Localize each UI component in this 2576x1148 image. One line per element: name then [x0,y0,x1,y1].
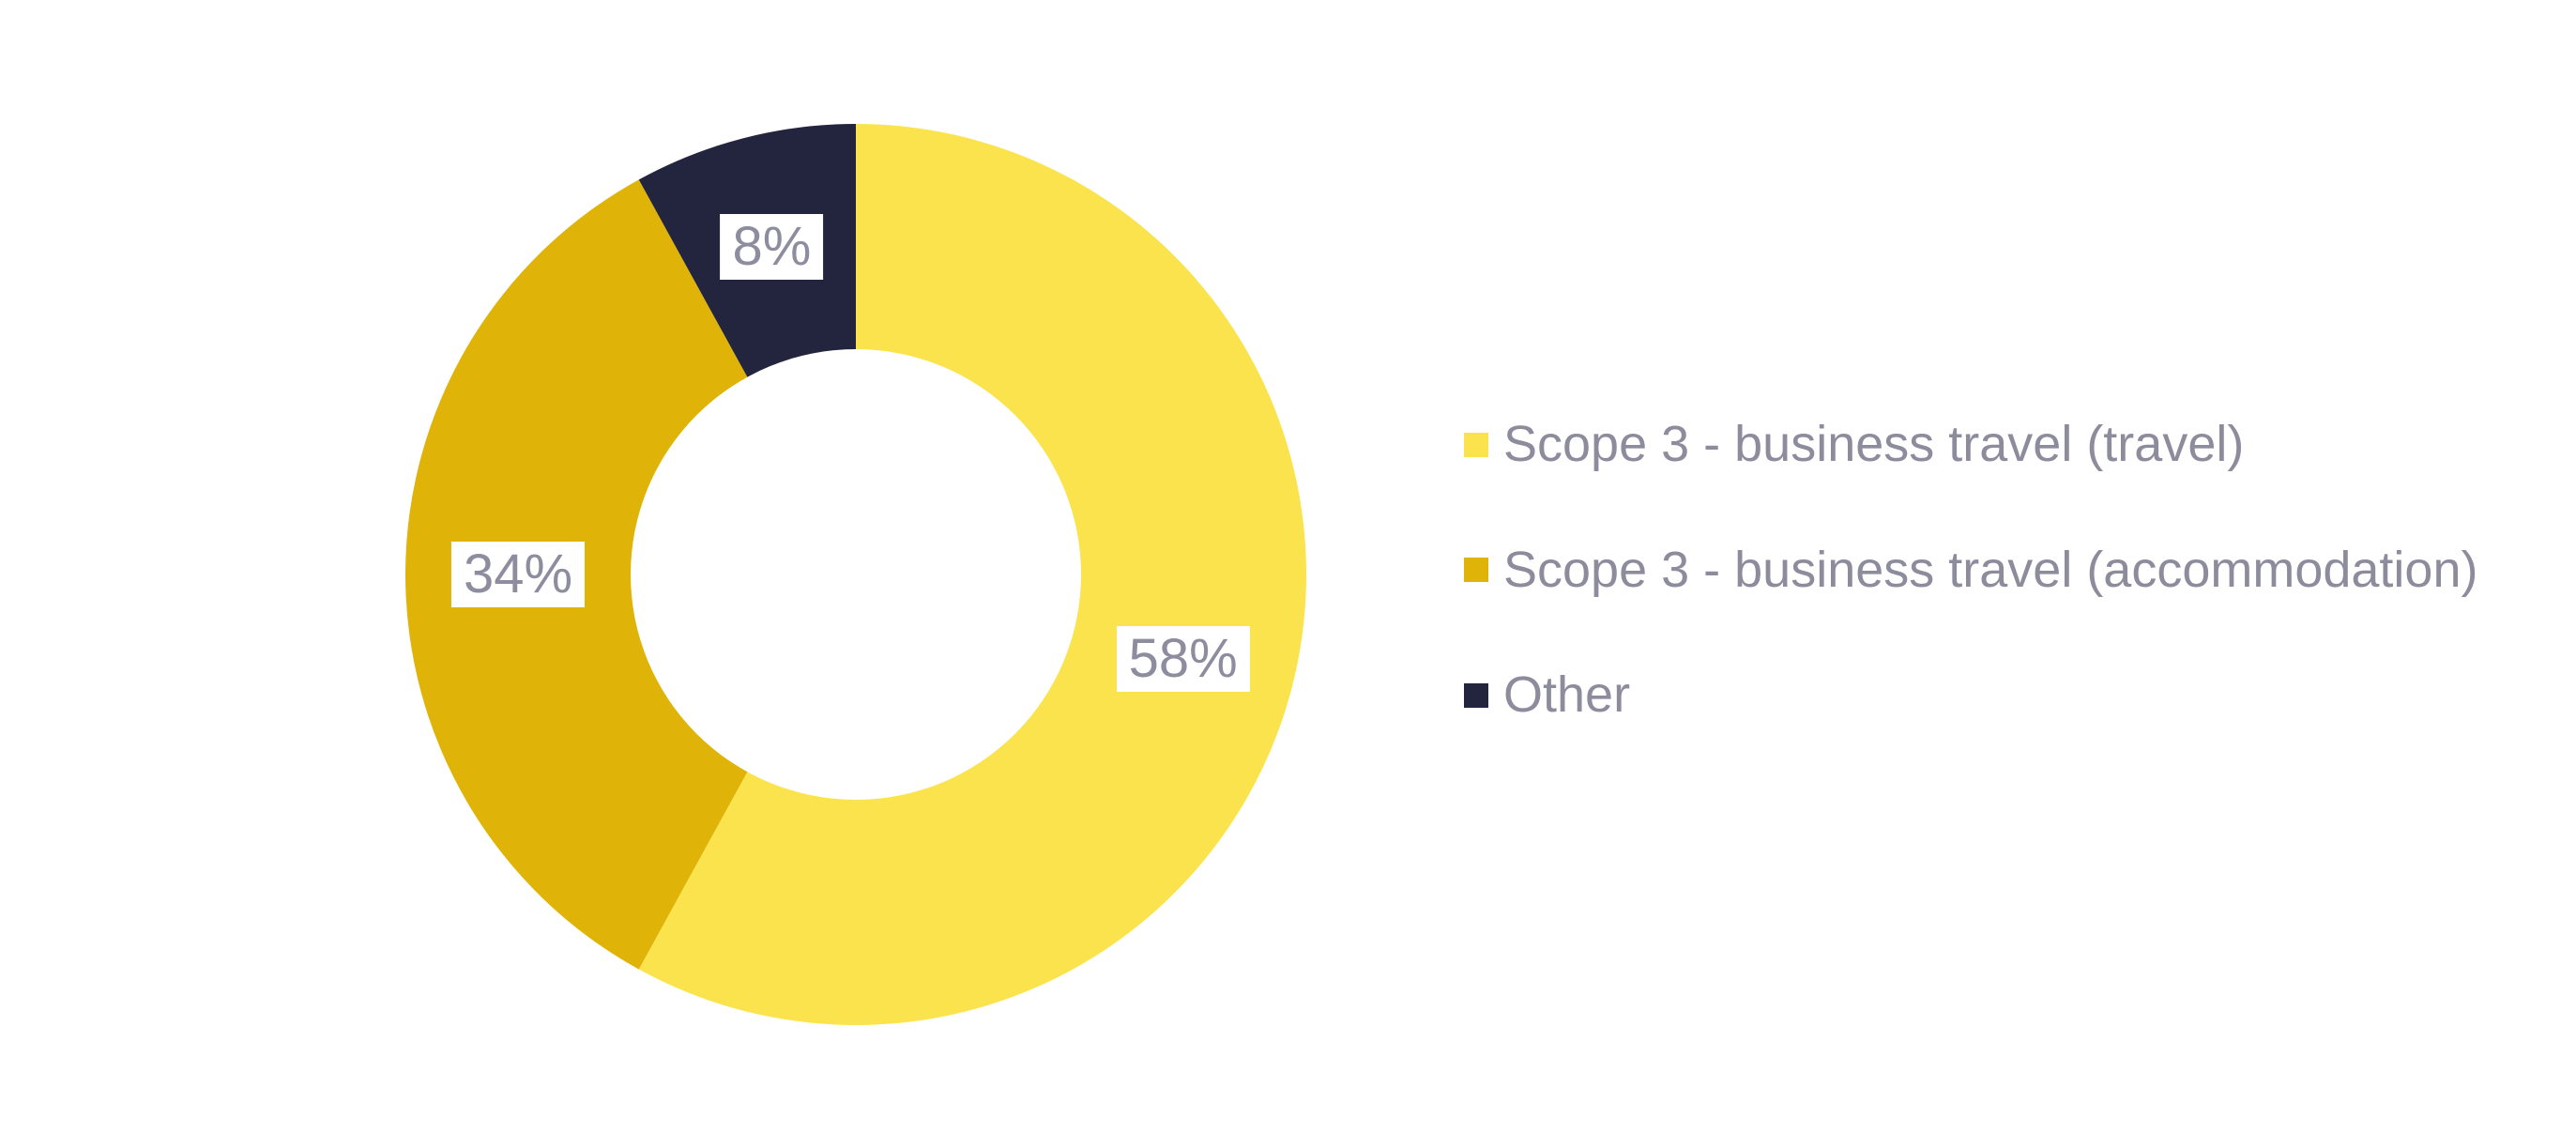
slice-label-1: 34% [450,542,586,607]
legend-label: Scope 3 - business travel (travel) [1503,416,2245,472]
donut-svg [405,124,1306,1025]
chart-legend: Scope 3 - business travel (travel) Scope… [1464,413,2477,727]
legend-swatch-icon [1464,682,1488,708]
legend-item-1[interactable]: Scope 3 - business travel (accommodation… [1464,539,2477,603]
legend-label: Scope 3 - business travel (accommodation… [1503,541,2478,598]
legend-swatch-icon [1464,432,1488,457]
donut-hole [631,349,1081,800]
legend-item-2[interactable]: Other [1464,664,2477,727]
slice-label-0: 58% [1116,625,1250,692]
donut-chart: 58% 34% 8% [405,124,1306,1025]
slice-label-2: 8% [720,214,824,281]
legend-label: Other [1503,666,1631,723]
legend-swatch-icon [1464,558,1488,583]
legend-item-0[interactable]: Scope 3 - business travel (travel) [1464,413,2477,477]
